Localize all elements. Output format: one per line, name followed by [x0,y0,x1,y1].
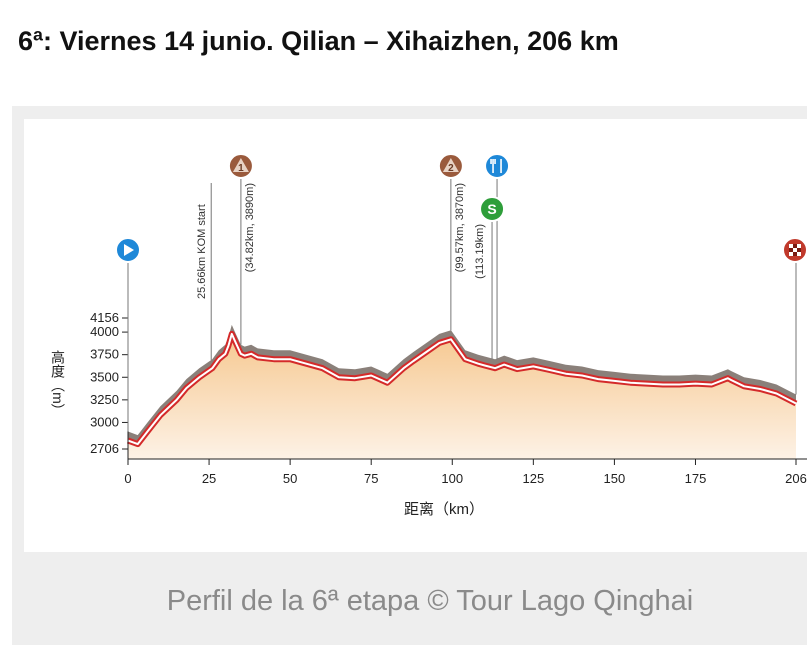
x-tick-label: 150 [604,471,626,486]
x-axis-title: 距离（km） [404,501,484,518]
y-tick-label: 3000 [90,414,119,429]
kom-category-label: 2 [448,163,454,174]
page-title: 6ª: Viernes 14 junio. Qilian – Xihaizhen… [18,26,619,56]
checker-square [789,244,793,248]
kom-category-label: 1 [238,163,244,174]
checker-square [797,248,801,252]
x-tick-label: 0 [124,471,131,486]
checker-square [797,244,801,248]
checker-square [789,248,793,252]
sprint-point-label: (113.19km) [474,224,486,279]
x-tick-label: 75 [364,471,378,486]
y-tick-label: 4000 [90,324,119,339]
kom-start-label: 25.66km KOM start [196,204,208,299]
y-tick-label: 3250 [90,392,119,407]
mountain-glyph [442,158,459,172]
terrain-shadow-band [128,324,796,445]
kom-point-label: (34.82km, 3890m) [244,183,256,272]
y-axis-title: 高度（m） [50,349,66,417]
play-triangle-glyph [124,244,134,256]
sprint-letter: S [487,201,496,217]
x-tick-label: 175 [685,471,707,486]
y-tick-label: 2706 [90,441,119,456]
kom-point-label: (99.57km, 3870m) [454,183,466,272]
x-tick-label: 50 [283,471,297,486]
stage-profile-svg: 0 25 50 75 100 125 150 175 206 2706 3000 3250 3500 37… [50,153,807,518]
profile-chart: 0 25 50 75 100 125 150 175 206 2706 3000 3250 3500 37… [24,119,807,552]
checker-square [793,252,797,256]
x-tick-label: 125 [522,471,544,486]
x-tick-label: 25 [202,471,216,486]
checker-square [797,252,801,256]
fork-knife-glyph [490,159,502,173]
figure-caption: Perfil de la 6ª etapa © Tour Lago Qingha… [166,585,694,617]
elevation-line-inner [127,332,797,446]
checker-square [793,244,797,248]
y-tick-label: 4156 [90,310,119,325]
mountain-glyph [232,158,249,172]
x-tick-label: 206 [785,471,807,486]
elevation-fill [128,333,796,459]
x-tick-label: 100 [441,471,463,486]
checker-square [793,248,797,252]
y-tick-label: 3500 [90,369,119,384]
fork-knife-icon [484,153,511,179]
y-tick-label: 3750 [90,347,119,362]
checker-square [789,252,793,256]
sprint-icon [479,196,506,222]
